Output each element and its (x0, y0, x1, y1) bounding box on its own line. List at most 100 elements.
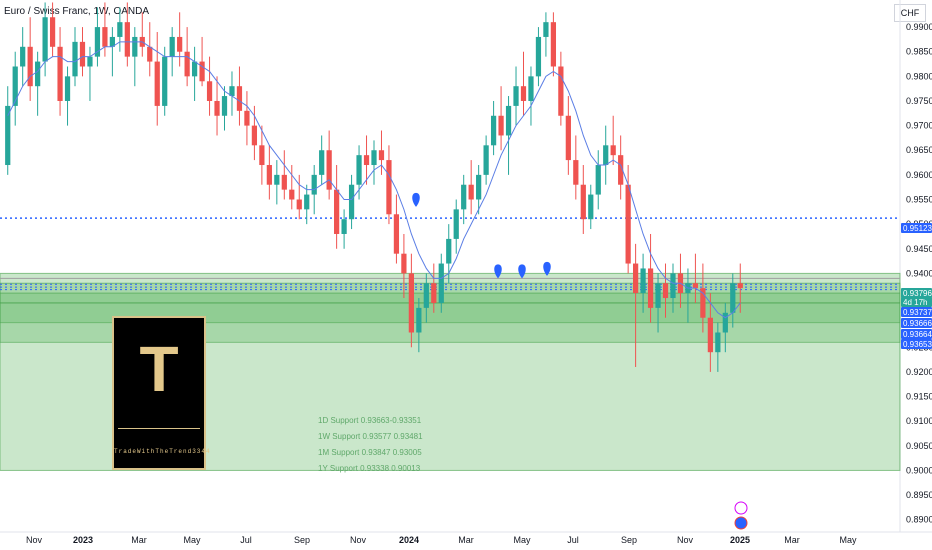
candle-body (236, 86, 243, 111)
candle-body (558, 66, 564, 116)
candle-body (393, 214, 400, 254)
candle-body (49, 17, 56, 47)
candle-body (565, 115, 571, 161)
watermark-logo: T TradeWithTheTrend3344 (112, 316, 211, 470)
price-badge-label: 0.93653 (903, 340, 932, 349)
candle-body (438, 263, 444, 303)
x-tick-label: Mar (784, 535, 800, 545)
event-pin-icon[interactable] (494, 264, 502, 279)
lightning-icon[interactable] (734, 501, 748, 515)
candle-body (610, 145, 616, 156)
candle-body (647, 268, 654, 308)
candle-body (573, 160, 579, 185)
price-badge (901, 307, 932, 317)
candle-body (386, 160, 392, 215)
candle-body (348, 184, 355, 220)
candle-body (20, 46, 26, 67)
candle-body (737, 283, 743, 289)
candle-body (117, 22, 123, 37)
candle-body (662, 283, 669, 299)
price-badge-label: 0.93737 (903, 308, 932, 317)
dividends-icon[interactable] (734, 516, 748, 530)
event-pin-icon[interactable] (412, 192, 420, 207)
candle-body (356, 155, 362, 185)
candle-body (722, 312, 728, 333)
candle-body (27, 46, 33, 87)
candle-body (416, 307, 422, 333)
candle-body (618, 155, 624, 185)
candle-body (289, 189, 295, 200)
candle-body (483, 145, 489, 175)
candle-body (505, 105, 512, 136)
candle-body (12, 66, 18, 106)
x-tick-label: May (839, 535, 857, 545)
candle-body (363, 155, 370, 166)
currency-selector[interactable]: CHF (894, 4, 926, 22)
candle-body (274, 174, 280, 185)
candle-body (633, 263, 639, 294)
candle-body (87, 56, 93, 67)
candle-body (184, 51, 190, 77)
x-tick-label: Nov (350, 535, 367, 545)
candle-body (162, 56, 168, 106)
candle-body (423, 283, 429, 308)
candle-body (326, 150, 332, 190)
candle-body (453, 209, 459, 239)
candle-body (296, 199, 302, 210)
candle-body (341, 219, 347, 234)
candle-body (244, 110, 250, 126)
x-tick-label: Nov (26, 535, 43, 545)
moving-average-line (7, 41, 741, 319)
candle-body (730, 283, 736, 313)
x-tick-label: May (183, 535, 201, 545)
candle-body (580, 184, 586, 220)
support-label-1m: 1M Support 0.93847 0.93005 (318, 448, 422, 457)
candle-body (446, 238, 452, 264)
price-badge (901, 318, 932, 328)
candle-body (102, 27, 108, 47)
event-pin-icon[interactable] (543, 261, 551, 276)
candle-body (57, 46, 63, 101)
candle-body (640, 268, 646, 294)
candle-body (625, 184, 631, 264)
support-label-1w: 1W Support 0.93577 0.93481 (318, 432, 423, 441)
price-badge (901, 297, 932, 307)
price-badge (901, 339, 932, 349)
logo-divider (118, 428, 200, 429)
x-tick-label: 2025 (730, 535, 750, 545)
x-tick-label: Mar (458, 535, 474, 545)
candle-body (5, 105, 11, 166)
candle-body (535, 36, 542, 77)
candle-body (94, 27, 101, 57)
x-tick-label: Sep (294, 535, 310, 545)
candle-body (304, 194, 310, 210)
candle-body (498, 115, 504, 136)
candle-body (147, 46, 153, 62)
candle-body (371, 150, 377, 166)
x-tick-label: May (513, 535, 531, 545)
logo-text: TradeWithTheTrend3344 (114, 448, 211, 455)
candle-body (700, 288, 706, 318)
candle-body (221, 96, 228, 116)
candle-body (199, 61, 205, 82)
candle-body (191, 61, 198, 77)
candle-body (692, 283, 699, 289)
price-badge (901, 288, 932, 298)
candle-body (206, 81, 213, 101)
price-badge-label: 4d 17h (903, 298, 927, 307)
candle-body (169, 36, 175, 57)
candle-body (72, 41, 78, 77)
event-pin-icon[interactable] (518, 264, 526, 279)
logo-letter: T (139, 333, 179, 405)
candle-body (251, 125, 258, 146)
x-tick-label: 2023 (73, 535, 93, 545)
